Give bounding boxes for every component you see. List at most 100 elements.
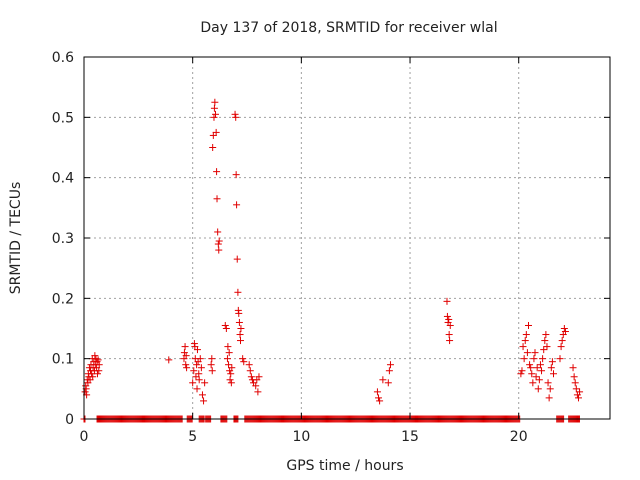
data-point <box>540 346 548 354</box>
data-point <box>535 376 543 384</box>
y-axis-label: SRMTID / TECUs <box>8 182 24 295</box>
data-point <box>519 343 527 351</box>
data-point <box>210 113 218 121</box>
data-point <box>523 349 531 357</box>
data-point <box>182 352 190 360</box>
data-point <box>231 110 239 118</box>
data-point <box>196 355 204 363</box>
x-axis-label: GPS time / hours <box>286 458 403 474</box>
data-point <box>576 388 584 396</box>
data-point <box>212 110 219 118</box>
data-point <box>225 361 233 369</box>
data-point <box>543 343 551 351</box>
data-point <box>94 356 102 364</box>
y-tick-label: 0.6 <box>52 50 74 66</box>
data-point <box>236 331 244 339</box>
data-point <box>183 364 191 372</box>
chart-title: Day 137 of 2018, SRMTID for receiver wla… <box>200 20 497 36</box>
data-point <box>532 373 540 381</box>
data-point <box>375 394 383 402</box>
data-point <box>445 331 453 339</box>
data-point <box>560 325 568 332</box>
data-point <box>165 356 173 364</box>
data-point <box>210 104 218 112</box>
data-point <box>227 370 235 378</box>
data-point <box>561 328 569 336</box>
data-point <box>522 331 530 339</box>
data-point <box>215 237 223 245</box>
data-point <box>530 355 538 363</box>
data-point <box>571 379 579 387</box>
x-tick-label: 5 <box>188 429 197 445</box>
data-point <box>81 388 89 396</box>
data-point <box>93 370 101 378</box>
data-point <box>200 397 208 405</box>
data-point <box>195 370 203 378</box>
data-point <box>226 376 234 384</box>
data-points <box>80 98 584 423</box>
data-point <box>533 364 541 372</box>
data-point <box>198 391 206 399</box>
data-point <box>570 373 578 381</box>
data-point <box>235 318 243 326</box>
data-point <box>211 98 219 106</box>
data-point <box>89 373 97 381</box>
data-point <box>212 128 220 136</box>
data-point <box>526 361 534 369</box>
data-point <box>385 367 393 375</box>
data-point <box>443 312 451 320</box>
data-point <box>542 331 550 339</box>
data-point <box>521 337 529 345</box>
data-point <box>386 361 394 369</box>
data-point <box>574 394 582 402</box>
data-point <box>443 297 451 305</box>
data-point <box>239 355 247 363</box>
data-point <box>446 337 454 345</box>
data-point <box>214 240 222 248</box>
data-point <box>545 394 553 402</box>
y-tick-label: 0.3 <box>52 231 74 247</box>
data-point <box>190 367 198 375</box>
data-point <box>247 373 255 381</box>
data-point <box>379 376 387 384</box>
data-point <box>548 358 556 366</box>
data-point <box>376 397 384 405</box>
y-tick-label: 0.4 <box>52 171 74 187</box>
data-point <box>236 337 244 345</box>
data-point <box>373 388 381 396</box>
data-point <box>528 370 536 378</box>
data-point <box>213 168 221 176</box>
y-tick-label: 0.1 <box>52 352 74 368</box>
data-point <box>517 370 525 378</box>
data-point <box>215 246 223 254</box>
data-point <box>527 364 535 372</box>
data-point <box>213 195 221 203</box>
data-point <box>235 309 243 317</box>
data-point <box>544 379 552 387</box>
data-point <box>549 370 557 378</box>
data-point <box>225 349 233 357</box>
data-point <box>539 355 547 363</box>
data-point <box>531 349 539 357</box>
data-point <box>518 367 526 375</box>
data-point <box>558 337 566 345</box>
data-point <box>95 367 103 375</box>
data-point <box>556 355 564 363</box>
data-point <box>541 337 549 345</box>
data-point <box>233 201 241 209</box>
y-tick-label: 0.2 <box>52 291 74 307</box>
data-point <box>193 385 201 393</box>
data-point <box>446 321 454 329</box>
data-point <box>547 364 555 372</box>
data-point <box>384 379 392 387</box>
data-point <box>195 376 203 384</box>
data-point <box>255 373 263 381</box>
data-point <box>572 385 580 393</box>
data-point <box>180 349 188 357</box>
data-point <box>524 321 532 329</box>
data-point <box>189 379 197 387</box>
data-point <box>193 361 201 369</box>
data-point <box>232 113 240 121</box>
data-point <box>223 355 231 363</box>
x-tick-label: 15 <box>401 429 419 445</box>
